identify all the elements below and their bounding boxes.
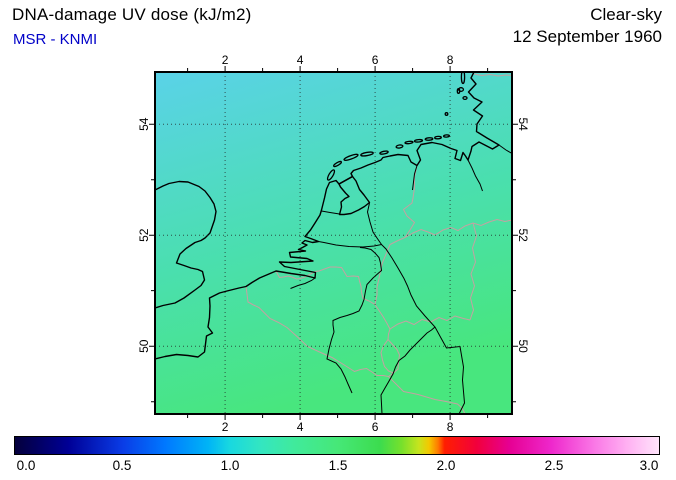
axis-labels: 2 4 6 8 2 4 6 8 54 52 50 54 52 50	[137, 53, 530, 434]
colorbar-gradient	[14, 436, 660, 455]
island	[444, 112, 449, 116]
lon-label-bottom: 2	[222, 420, 229, 434]
coastline	[155, 72, 500, 360]
island	[343, 153, 359, 161]
lon-label-top: 8	[447, 53, 454, 67]
ijsselmeer	[338, 175, 371, 216]
island	[395, 144, 404, 149]
england-coast	[155, 180, 217, 309]
colorbar-tick-label: 3.0	[639, 458, 659, 473]
date-label: 12 September 1960	[512, 27, 662, 46]
lon-label-top: 2	[222, 53, 229, 67]
lon-label-bottom: 4	[297, 420, 304, 434]
island	[413, 138, 424, 143]
country-borders	[245, 73, 512, 414]
continental-coast	[155, 72, 500, 360]
lat-label-right: 54	[516, 118, 530, 132]
lat-label-left: 52	[137, 228, 151, 242]
island	[424, 137, 434, 141]
axis-ticks	[149, 66, 518, 420]
lat-label-right: 50	[516, 340, 530, 354]
lat-label-left: 50	[137, 339, 151, 353]
uv-dose-field	[155, 72, 512, 414]
lat-label-left: 54	[137, 117, 151, 131]
map-geography	[155, 72, 512, 414]
colorbar-tick-label: 1.0	[220, 458, 240, 473]
colorbar-tick-label: 2.0	[436, 458, 456, 473]
map-frame	[154, 71, 513, 415]
island	[456, 87, 461, 95]
colorbar-tick-label: 2.5	[544, 458, 564, 473]
lon-label-top: 6	[372, 53, 379, 67]
colorbar-tick-label: 0.0	[16, 458, 36, 473]
condition-label: Clear-sky	[590, 5, 662, 24]
colorbar-tick-label: 1.5	[328, 458, 348, 473]
colorbar-tick-label: 0.5	[112, 458, 132, 473]
wadden-islands	[326, 72, 468, 181]
island	[442, 134, 451, 138]
rivers	[290, 144, 512, 414]
lon-label-bottom: 6	[372, 420, 379, 434]
lat-label-right: 52	[516, 229, 530, 243]
island	[457, 87, 465, 92]
source-label: MSR - KNMI	[13, 31, 98, 48]
lon-label-top: 4	[297, 53, 304, 67]
island	[332, 160, 343, 168]
island	[404, 140, 414, 145]
island	[379, 150, 389, 155]
page-title: DNA-damage UV dose (kJ/m2)	[12, 5, 252, 24]
island	[434, 135, 442, 140]
lon-label-bottom: 8	[447, 420, 454, 434]
island	[460, 72, 466, 85]
island	[360, 151, 374, 157]
island	[462, 95, 468, 101]
island	[326, 169, 336, 181]
